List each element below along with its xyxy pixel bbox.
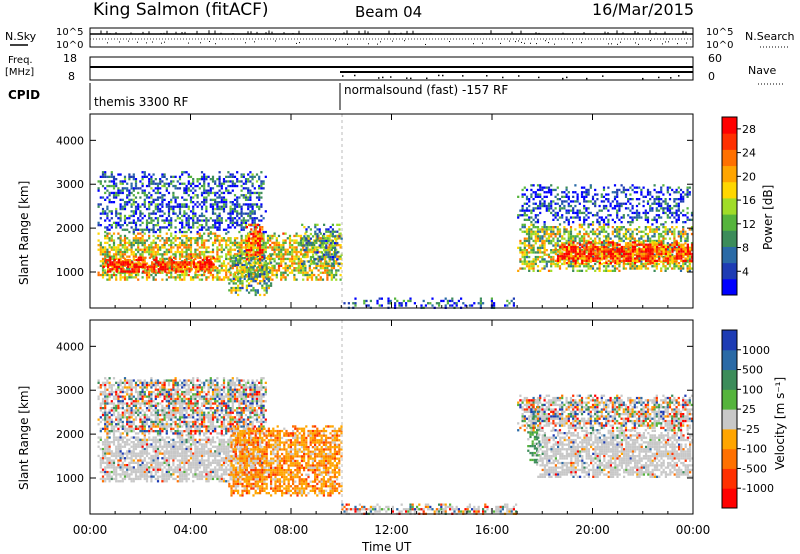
colorbar-tick-label: -25 xyxy=(742,423,760,436)
noise-left-tick-bottom: 10^0 xyxy=(56,40,83,51)
colorbar-tick-label: 500 xyxy=(742,364,763,377)
cpid-strip: CPID themis 3300 RF normalsound (fast) -… xyxy=(8,83,508,110)
power-ylabel: Slant Range [km] xyxy=(17,181,31,285)
time-axis-label: Time UT xyxy=(361,540,412,554)
noise-left-label: N.Sky xyxy=(5,30,37,43)
xtick-label: 08:00 xyxy=(274,523,309,537)
power-panel: 1000 2000 3000 4000 Slant Range [km] xyxy=(17,113,694,309)
ytick-label: 2000 xyxy=(56,428,84,441)
colorbar-tick-label: -500 xyxy=(742,462,767,475)
power-colorbar: 4 8 12 16 20 24 28 xyxy=(721,116,756,296)
colorbar-tick-label: -1000 xyxy=(742,482,774,495)
colorbar-tick-label: -100 xyxy=(742,443,767,456)
colorbar-tick-label: 28 xyxy=(742,123,756,136)
colorbar-tick-label: 1000 xyxy=(742,344,770,357)
velocity-ylabel: Slant Range [km] xyxy=(17,386,31,490)
time-axis: 00:00 04:00 08:00 12:00 16:00 20:00 00:00 xyxy=(73,114,711,537)
xtick-label: 12:00 xyxy=(374,523,409,537)
noise-right-tick-bottom: 10^0 xyxy=(706,40,733,51)
freq-tick-top: 18 xyxy=(63,52,77,65)
beam-title: Beam 04 xyxy=(355,3,422,21)
velocity-colorbar: 1000 500 100 25 -25 -100 -500 -1000 xyxy=(721,329,774,509)
noise-panel: N.Sky 10^5 10^0 10^5 10^0 N.Search xyxy=(5,27,795,51)
colorbar-tick-label: 20 xyxy=(742,170,756,183)
freq-unit-label: [MHz] xyxy=(5,67,34,78)
frequency-panel: Freq. [MHz] 18 8 60 0 Nave xyxy=(5,52,784,85)
colorbar-tick-label: 4 xyxy=(742,265,749,278)
xtick-label: 20:00 xyxy=(575,523,610,537)
colorbar-tick-label: 24 xyxy=(742,147,756,160)
station-title: King Salmon (fitACF) xyxy=(93,0,269,20)
ytick-label: 4000 xyxy=(56,134,84,147)
cpid-segment-1: themis 3300 RF xyxy=(94,95,188,109)
cpid-label: CPID xyxy=(8,88,40,102)
xtick-label: 00:00 xyxy=(73,523,108,537)
ytick-label: 4000 xyxy=(56,340,84,353)
noise-right-tick-top: 10^5 xyxy=(706,27,733,38)
ytick-label: 3000 xyxy=(56,384,84,397)
date-title: 16/Mar/2015 xyxy=(592,0,694,19)
nave-tick-top: 60 xyxy=(708,52,722,65)
ytick-label: 1000 xyxy=(56,472,84,485)
xtick-label: 00:00 xyxy=(676,523,711,537)
velocity-colorbar-label: Velocity [m s⁻¹] xyxy=(773,377,787,470)
xtick-label: 04:00 xyxy=(173,523,208,537)
colorbar-tick-label: 16 xyxy=(742,194,756,207)
ytick-label: 2000 xyxy=(56,222,84,235)
velocity-panel: 1000 2000 3000 4000 Slant Range [km] xyxy=(17,319,694,515)
ytick-label: 3000 xyxy=(56,178,84,191)
nave-label: Nave xyxy=(748,64,776,77)
colorbar-tick-label: 8 xyxy=(742,242,749,255)
noise-left-tick-top: 10^5 xyxy=(56,27,83,38)
colorbar-tick-label: 25 xyxy=(742,403,756,416)
colorbar-tick-label: 100 xyxy=(742,383,763,396)
power-colorbar-label: Power [dB] xyxy=(761,185,775,250)
xtick-label: 16:00 xyxy=(475,523,510,537)
freq-label: Freq. xyxy=(8,55,33,66)
freq-tick-bottom: 8 xyxy=(68,70,75,83)
cpid-segment-2: normalsound (fast) -157 RF xyxy=(344,83,508,97)
colorbar-tick-label: 12 xyxy=(742,218,756,231)
ytick-label: 1000 xyxy=(56,266,84,279)
nave-tick-bottom: 0 xyxy=(708,70,715,83)
noise-right-label: N.Search xyxy=(745,30,795,43)
